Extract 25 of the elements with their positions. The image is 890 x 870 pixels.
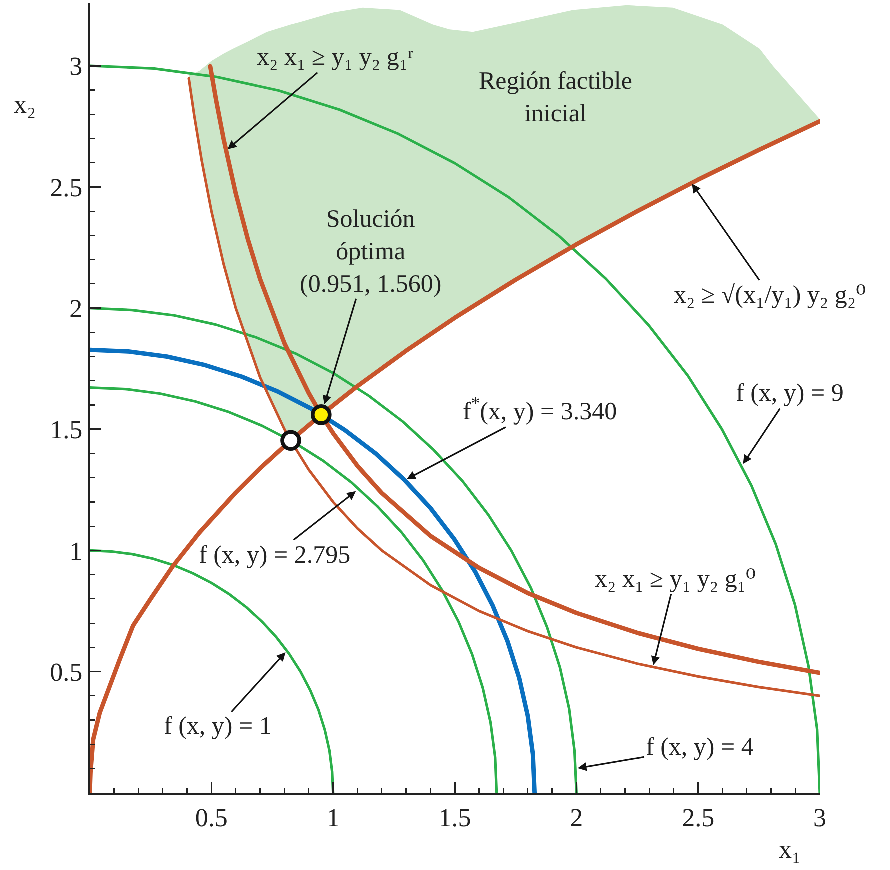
annotation: x₂ x₁ ≥ y₁ y₂ g₁ʳ [257,44,414,71]
x-tick-label: 2.5 [682,803,715,832]
x-tick-label: 1 [326,803,340,832]
y-tick-label: 3 [70,52,83,82]
annotation: f$^{*}$(x, y) = 3.340 [463,393,618,426]
annotation: f (x, y) = 2.795 [199,542,351,569]
y-tick-label: 1 [70,536,83,566]
annotation: f (x, y) = 9 [736,380,844,407]
annotation: x₂ x₁ ≥ y₁ y₂ g₁⁰ [595,566,756,593]
y-tick-label: 2.5 [50,173,83,202]
x-tick-label: 2 [570,803,584,832]
x-axis-title: x₁ [779,835,802,864]
x-tick-label: 1.5 [438,803,472,832]
y-axis-title: x₂ [14,90,36,119]
annotation: Región factible inicial [479,68,632,128]
annotation: Solución óptima (0.951, 1.560) [300,206,442,298]
line-series [90,348,538,793]
y-tick-label: 1.5 [50,416,83,445]
x-tick-label: 0.5 [195,803,228,832]
x-tick-label: 3 [814,803,826,832]
annotation: x₂ ≥ √(x₁/y₁) y₂ g₂⁰ [674,282,866,309]
y-tick-label: 2 [70,294,83,324]
y-tick-label: 0.5 [50,658,83,687]
annotation: f (x, y) = 4 [646,734,754,761]
annotation: f (x, y) = 1 [164,713,272,740]
